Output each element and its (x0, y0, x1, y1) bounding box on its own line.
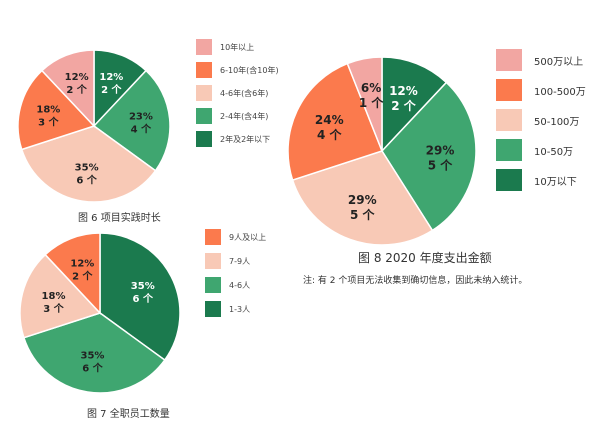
caption-fig7: 图 7 全职员工数量 (87, 409, 170, 420)
legend-swatch (205, 229, 221, 245)
legend-item: 500万以上 (496, 49, 583, 71)
legend-label: 10-50万 (534, 146, 574, 158)
legend-item: 2年及2年以下 (196, 131, 270, 147)
slice-percent-label: 29% (348, 193, 377, 207)
slice-percent-label: 35% (131, 281, 155, 292)
slice-count-label: 5 个 (428, 157, 454, 172)
legend-fig8: 500万以上 100-500万 50-100万 10-50万 10万以下 (496, 49, 596, 199)
pie-chart-fig6: 12%2 个23%4 个35%6 个18%3 个12%2 个 (17, 49, 171, 203)
slice-percent-label: 29% (426, 143, 455, 157)
slice-count-label: 2 个 (101, 83, 122, 96)
legend-label: 6-10年(含10年) (220, 65, 279, 75)
legend-swatch (205, 301, 221, 317)
legend-item: 4-6年(含6年) (196, 85, 268, 101)
slice-percent-label: 18% (36, 104, 60, 115)
slice-percent-label: 12% (70, 258, 94, 269)
pie-slice (99, 232, 181, 362)
slice-count-label: 2 个 (72, 269, 93, 282)
legend-label: 2年及2年以下 (220, 134, 271, 144)
pie-chart-fig8: 12%2 个29%5 个29%5 个24%4 个6%1 个 (287, 56, 477, 246)
slice-count-label: 3 个 (43, 302, 64, 315)
slice-count-label: 2 个 (66, 83, 87, 96)
slice-count-label: 3 个 (38, 115, 59, 128)
legend-item: 6-10年(含10年) (196, 62, 279, 78)
legend-swatch (496, 49, 522, 71)
legend-label: 9人及以上 (229, 232, 267, 242)
legend-item: 7-9人 (205, 253, 250, 269)
legend-label: 100-500万 (534, 86, 586, 98)
legend-item: 50-100万 (496, 109, 579, 131)
slice-count-label: 6 个 (82, 361, 103, 374)
slice-percent-label: 35% (75, 163, 99, 174)
legend-label: 500万以上 (534, 56, 584, 68)
slice-percent-label: 12% (389, 84, 418, 98)
legend-swatch (196, 39, 212, 55)
slice-count-label: 5 个 (350, 207, 376, 222)
slice-count-label: 6 个 (133, 292, 154, 305)
legend-swatch (196, 62, 212, 78)
note-fig8: 注: 有 2 个项目无法收集到确切信息，因此未纳入统计。 (303, 276, 528, 286)
slice-percent-label: 6% (361, 81, 381, 95)
caption-fig8: 图 8 2020 年度支出金额 (358, 251, 492, 265)
legend-item: 100-500万 (496, 79, 586, 101)
legend-item: 10年以上 (196, 39, 254, 55)
pie-slice (381, 56, 448, 153)
legend-label: 2-4年(含4年) (220, 111, 269, 121)
legend-swatch (496, 169, 522, 191)
pie-slice (381, 81, 477, 232)
slice-percent-label: 23% (129, 112, 153, 123)
caption-fig6: 图 6 项目实践时长 (78, 213, 161, 224)
legend-swatch (196, 131, 212, 147)
pie-slice (22, 312, 166, 394)
slice-count-label: 6 个 (76, 174, 97, 187)
legend-label: 7-9人 (229, 256, 251, 266)
legend-item: 10万以下 (496, 169, 577, 191)
slice-count-label: 4 个 (317, 127, 343, 142)
legend-item: 2-4年(含4年) (196, 108, 268, 124)
slice-percent-label: 12% (99, 72, 123, 83)
legend-swatch (196, 85, 212, 101)
legend-label: 4-6人 (229, 280, 251, 290)
slice-percent-label: 18% (42, 291, 66, 302)
legend-swatch (205, 277, 221, 293)
legend-label: 10年以上 (220, 42, 255, 52)
legend-swatch (496, 139, 522, 161)
legend-label: 50-100万 (534, 116, 580, 128)
legend-item: 9人及以上 (205, 229, 266, 245)
slice-percent-label: 12% (65, 72, 89, 83)
legend-swatch (496, 109, 522, 131)
pie-slice (346, 56, 383, 152)
pie-slice (19, 253, 102, 339)
slice-count-label: 2 个 (391, 98, 417, 113)
legend-swatch (196, 108, 212, 124)
slice-count-label: 4 个 (131, 123, 152, 136)
legend-fig6: 10年以上 6-10年(含10年) 4-6年(含6年) 2-4年(含4年) 2年及2年以… (196, 39, 286, 159)
pie-slice (291, 150, 434, 246)
pie-chart-fig7: 35%6 个35%6 个18%3 个12%2 个 (19, 232, 181, 394)
legend-label: 4-6年(含6年) (220, 88, 269, 98)
pie-slice (44, 232, 101, 315)
slice-percent-label: 24% (315, 113, 344, 127)
legend-label: 10万以下 (534, 176, 577, 188)
slice-percent-label: 35% (81, 350, 105, 361)
legend-label: 1-3人 (229, 304, 251, 314)
pie-slice (40, 49, 95, 128)
legend-item: 4-6人 (205, 277, 250, 293)
legend-item: 10-50万 (496, 139, 573, 161)
legend-swatch (496, 79, 522, 101)
pie-slice (92, 69, 171, 172)
pie-slice (17, 69, 96, 151)
legend-item: 1-3人 (205, 301, 250, 317)
pie-slice (20, 125, 157, 203)
slice-count-label: 1 个 (359, 95, 385, 110)
legend-fig7: 9人及以上 7-9人 4-6人 1-3人 (205, 229, 295, 329)
legend-swatch (205, 253, 221, 269)
